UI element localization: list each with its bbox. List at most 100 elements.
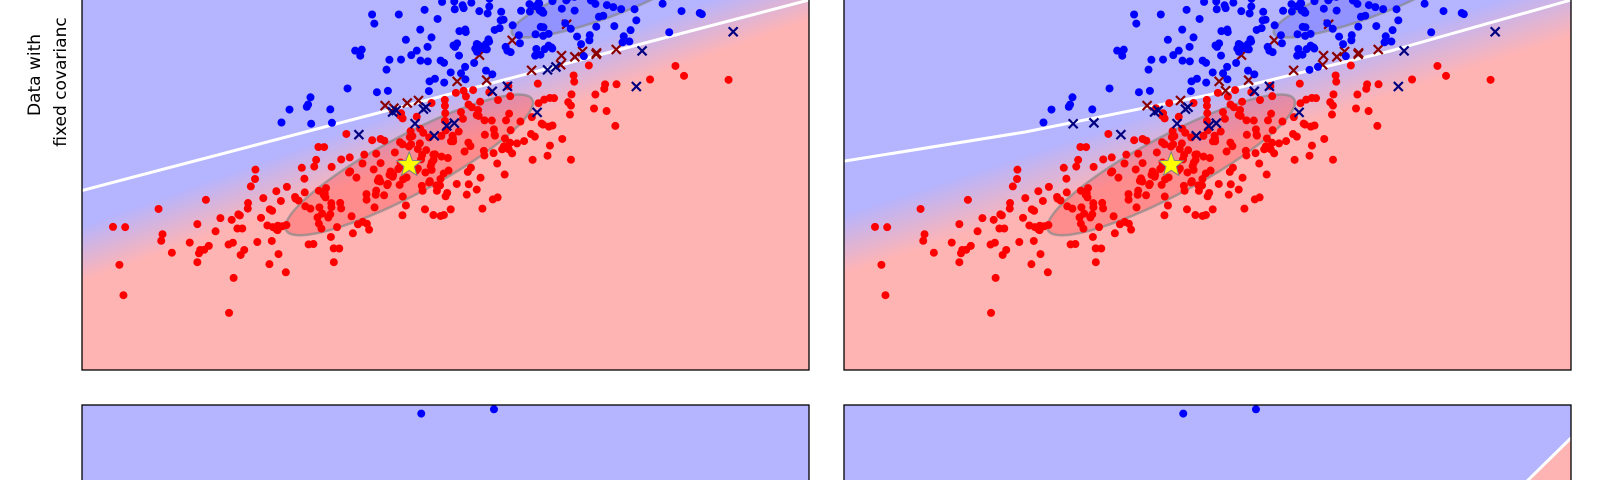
decision-boundary bbox=[1526, 436, 1571, 480]
misclassified-point bbox=[449, 117, 460, 129]
data-point bbox=[417, 409, 426, 418]
data-point bbox=[314, 219, 323, 228]
data-point bbox=[462, 190, 471, 199]
data-point bbox=[1187, 178, 1196, 187]
data-point bbox=[1287, 7, 1296, 16]
data-point bbox=[423, 42, 432, 51]
data-point bbox=[1224, 190, 1233, 199]
data-point bbox=[1160, 211, 1169, 220]
data-point bbox=[1030, 206, 1039, 215]
data-point bbox=[1247, 2, 1256, 11]
data-point bbox=[1309, 43, 1318, 52]
data-point bbox=[301, 202, 310, 211]
data-point bbox=[201, 195, 210, 204]
data-point bbox=[1089, 162, 1098, 171]
panel-frame bbox=[81, 0, 810, 371]
data-point bbox=[1089, 199, 1098, 208]
data-point bbox=[273, 226, 282, 235]
data-point bbox=[362, 195, 371, 204]
data-point bbox=[1439, 7, 1448, 16]
data-point bbox=[1147, 55, 1156, 64]
data-point bbox=[1234, 185, 1243, 194]
data-point bbox=[919, 236, 928, 245]
data-point bbox=[441, 192, 450, 201]
data-point bbox=[1341, 52, 1350, 61]
data-point bbox=[1261, 15, 1270, 24]
data-point bbox=[665, 28, 674, 37]
panel-background bbox=[82, 405, 809, 480]
data-point bbox=[1282, 137, 1291, 146]
data-point bbox=[368, 10, 377, 19]
data-point bbox=[343, 84, 352, 93]
data-point bbox=[1134, 88, 1143, 97]
data-point bbox=[304, 100, 313, 109]
data-point bbox=[1232, 58, 1241, 67]
misclassified-point bbox=[1352, 48, 1364, 60]
data-point bbox=[455, 27, 464, 36]
data-point bbox=[591, 0, 600, 8]
data-point bbox=[877, 260, 886, 269]
data-point bbox=[383, 86, 392, 95]
data-point bbox=[1236, 111, 1245, 120]
data-point bbox=[464, 180, 473, 189]
data-point bbox=[561, 19, 570, 28]
data-point bbox=[1044, 182, 1053, 191]
data-point bbox=[570, 6, 579, 15]
data-point bbox=[1333, 0, 1339, 1]
data-point bbox=[533, 79, 542, 88]
misclassified-point bbox=[1398, 45, 1410, 57]
misclassified-point bbox=[1293, 107, 1305, 118]
data-point bbox=[1189, 33, 1198, 42]
data-point bbox=[461, 75, 470, 84]
data-point bbox=[1059, 163, 1068, 172]
data-point bbox=[671, 61, 680, 70]
data-point bbox=[1433, 61, 1442, 70]
data-point bbox=[351, 46, 360, 55]
data-point bbox=[1220, 1, 1229, 10]
data-point bbox=[1071, 240, 1080, 249]
data-point bbox=[438, 0, 447, 6]
data-point bbox=[282, 221, 291, 230]
data-point bbox=[322, 184, 331, 193]
data-point bbox=[1198, 174, 1207, 183]
data-point bbox=[1027, 260, 1036, 269]
data-point bbox=[1242, 116, 1251, 125]
data-point bbox=[1331, 71, 1340, 80]
data-point bbox=[1131, 165, 1140, 174]
data-point bbox=[383, 179, 392, 188]
data-point bbox=[1319, 4, 1328, 13]
data-point bbox=[342, 129, 351, 138]
data-point bbox=[1195, 14, 1204, 23]
data-point bbox=[1252, 131, 1261, 140]
data-point bbox=[1199, 152, 1208, 161]
data-point bbox=[1296, 99, 1305, 108]
data-point bbox=[1199, 131, 1208, 140]
data-point bbox=[570, 77, 579, 86]
data-point bbox=[591, 90, 600, 99]
data-point bbox=[1328, 155, 1337, 164]
data-point bbox=[1144, 65, 1153, 74]
data-point bbox=[1305, 151, 1314, 160]
data-point bbox=[920, 230, 929, 239]
data-point bbox=[545, 141, 554, 150]
data-point bbox=[1178, 25, 1187, 34]
data-point bbox=[1177, 139, 1186, 148]
data-point bbox=[329, 244, 338, 253]
data-point bbox=[1255, 193, 1264, 202]
data-point bbox=[1372, 22, 1381, 31]
data-point bbox=[1277, 39, 1286, 48]
row-label: Data with bbox=[25, 34, 45, 116]
data-point bbox=[540, 95, 549, 104]
data-point bbox=[1205, 154, 1214, 163]
data-point bbox=[677, 7, 686, 16]
data-point bbox=[370, 203, 379, 212]
data-point bbox=[1134, 149, 1143, 158]
data-point bbox=[1091, 244, 1100, 253]
misclassified-point bbox=[550, 61, 562, 73]
data-point bbox=[450, 5, 459, 14]
misclassified-point bbox=[1180, 103, 1191, 115]
misclassified-point bbox=[502, 81, 513, 92]
data-point bbox=[989, 215, 998, 224]
misclassified-point bbox=[1211, 117, 1222, 129]
data-point bbox=[1158, 138, 1167, 147]
